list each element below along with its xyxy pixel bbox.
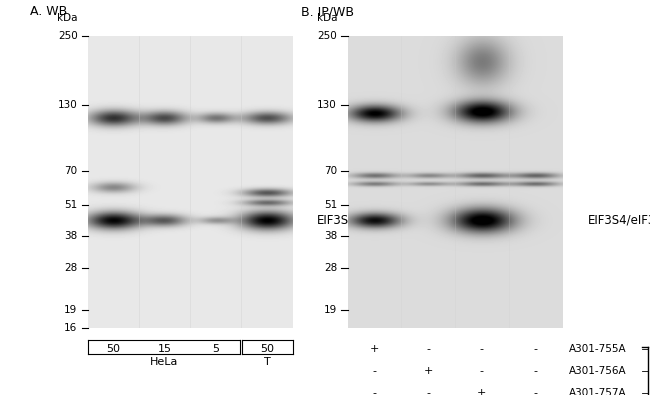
Text: -: - — [534, 388, 538, 395]
Text: A301-755A: A301-755A — [569, 344, 627, 354]
Text: 51: 51 — [324, 199, 337, 210]
Text: A301-757A: A301-757A — [569, 388, 627, 395]
Text: -: - — [372, 366, 376, 376]
Text: 70: 70 — [324, 166, 337, 176]
Text: 5: 5 — [212, 344, 219, 354]
Text: 38: 38 — [324, 231, 337, 241]
Text: 15: 15 — [157, 344, 172, 354]
Text: 19: 19 — [324, 305, 337, 314]
Text: HeLa: HeLa — [150, 357, 178, 367]
Text: 28: 28 — [64, 263, 77, 273]
Text: 250: 250 — [317, 30, 337, 41]
Text: -: - — [534, 366, 538, 376]
Text: 50: 50 — [107, 344, 120, 354]
Text: kDa: kDa — [317, 13, 337, 23]
Text: B. IP/WB: B. IP/WB — [300, 5, 354, 18]
Text: 16: 16 — [64, 323, 77, 333]
Text: 28: 28 — [324, 263, 337, 273]
Text: 38: 38 — [64, 231, 77, 241]
Text: -: - — [480, 366, 484, 376]
Text: A. WB: A. WB — [31, 5, 68, 18]
Text: -: - — [372, 388, 376, 395]
Text: +: + — [424, 366, 433, 376]
Text: -: - — [426, 388, 430, 395]
Text: 250: 250 — [58, 30, 77, 41]
Text: 50: 50 — [260, 344, 274, 354]
Text: EIF3S4/eIF3G: EIF3S4/eIF3G — [317, 214, 395, 227]
Text: EIF3S4/eIF3G: EIF3S4/eIF3G — [588, 214, 650, 227]
Text: 130: 130 — [317, 100, 337, 110]
Text: T: T — [264, 357, 271, 367]
Text: -: - — [426, 344, 430, 354]
Text: -: - — [480, 344, 484, 354]
Text: A301-756A: A301-756A — [569, 366, 627, 376]
Text: +: + — [477, 388, 486, 395]
Text: 19: 19 — [64, 305, 77, 314]
Text: kDa: kDa — [57, 13, 77, 23]
Text: 51: 51 — [64, 199, 77, 210]
Text: +: + — [370, 344, 379, 354]
Text: 70: 70 — [64, 166, 77, 176]
Text: -: - — [534, 344, 538, 354]
Text: 130: 130 — [58, 100, 77, 110]
